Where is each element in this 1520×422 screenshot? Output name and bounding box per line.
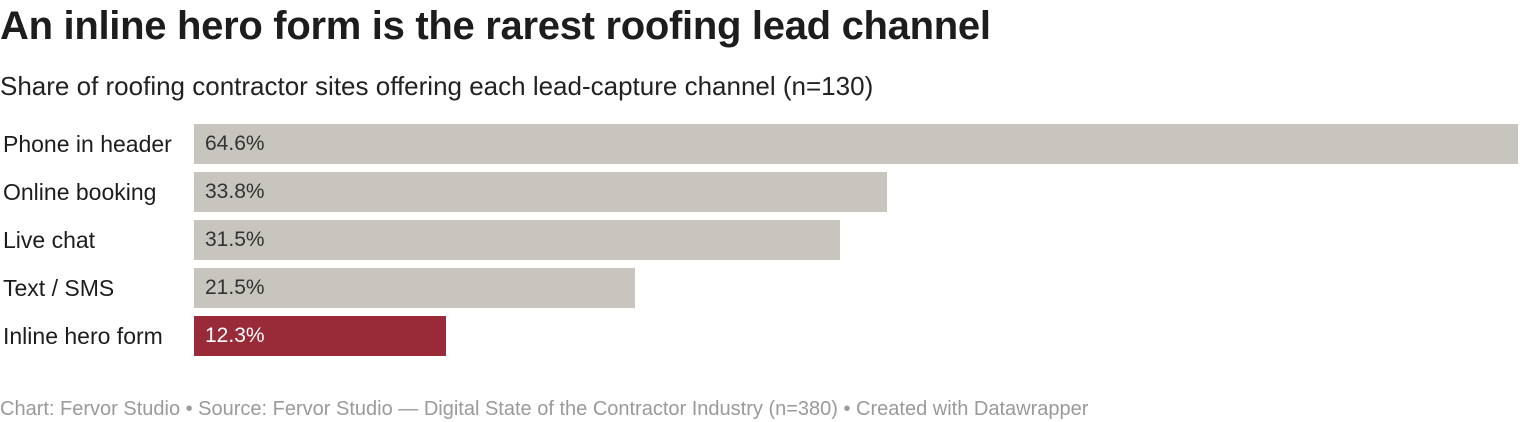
category-label: Live chat — [3, 227, 96, 253]
bar — [194, 220, 840, 260]
bar-row: Phone in header 64.6% — [0, 124, 1520, 164]
bar-row: Online booking 33.8% — [0, 172, 1520, 212]
bar — [194, 124, 1518, 164]
chart-subtitle: Share of roofing contractor sites offeri… — [0, 71, 874, 101]
category-label: Inline hero form — [3, 323, 163, 349]
bar — [194, 316, 447, 356]
bar-chart: Phone in header 64.6% Online booking 33.8% L… — [0, 124, 1520, 356]
value-label: 21.5% — [205, 276, 265, 299]
category-label: Text / SMS — [3, 275, 115, 301]
chart-footer: Chart: Fervor Studio • Source: Fervor St… — [0, 398, 1089, 420]
category-label: Phone in header — [3, 131, 172, 157]
value-label: 31.5% — [205, 228, 265, 251]
value-label: 64.6% — [205, 132, 265, 155]
bar — [194, 172, 887, 212]
value-label: 33.8% — [205, 180, 265, 203]
bar-row: Text / SMS 21.5% — [0, 268, 1520, 308]
category-label: Online booking — [3, 179, 157, 205]
bar-row: Live chat 31.5% — [0, 220, 1520, 260]
value-label: 12.3% — [205, 324, 265, 347]
chart-title: An inline hero form is the rarest roofin… — [0, 4, 991, 48]
bar — [194, 268, 635, 308]
bar-row: Inline hero form 12.3% — [0, 316, 1520, 356]
